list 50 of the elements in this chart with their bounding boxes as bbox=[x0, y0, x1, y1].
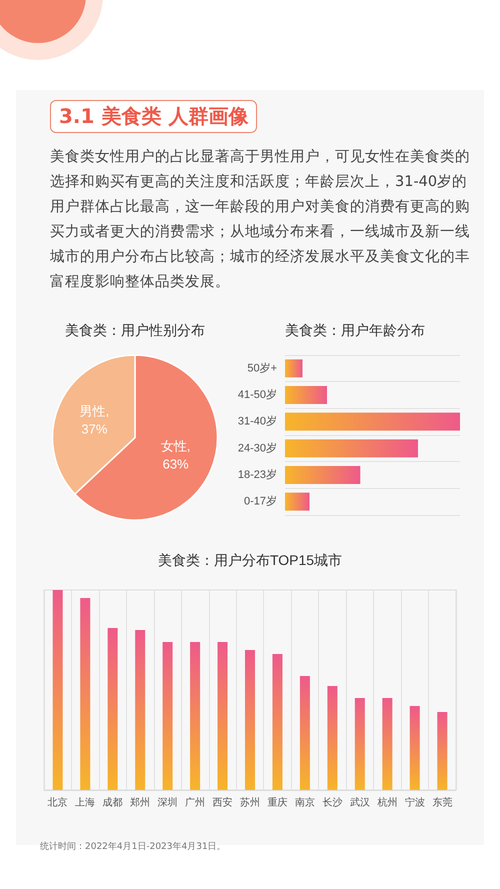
bar bbox=[245, 650, 255, 790]
x-tick-label: 上海 bbox=[75, 796, 96, 808]
x-tick-label: 武汉 bbox=[350, 796, 370, 808]
bar bbox=[382, 698, 392, 790]
chart-title: 美食类：用户年龄分布 bbox=[285, 322, 425, 338]
bar bbox=[80, 598, 90, 790]
bar bbox=[162, 642, 173, 790]
bar bbox=[108, 628, 118, 790]
text: 美食类女性用户的占比显著高于男性用户，可见女性在美食类的选择和购买有更高的关注度和活跃度；年龄层次上，31-40岁的用户群体占比最高，这一年龄段的用户对美食的消费有更高的购买力或者更大的消费需求；从地域分布来看，一线城市及新一线城市的用户分布占比较高；城市的经济发展水平及美食文化的丰富程度影响整体品类发展。 bbox=[50, 148, 470, 292]
bar bbox=[285, 466, 360, 484]
bar bbox=[52, 590, 63, 790]
x-tick-label: 宁波 bbox=[404, 796, 425, 808]
x-tick-label: 广州 bbox=[185, 796, 206, 808]
bar bbox=[285, 412, 460, 431]
y-tick-label: 18-23岁 bbox=[238, 469, 277, 481]
y-tick-label: 31-40岁 bbox=[238, 416, 277, 428]
bar bbox=[410, 706, 420, 790]
x-tick-label: 杭州 bbox=[376, 796, 398, 808]
x-tick-label: 重庆 bbox=[267, 796, 288, 808]
chart-title: 美食类：用户分布TOP15城市 bbox=[158, 552, 342, 568]
bar bbox=[190, 642, 200, 790]
bar bbox=[135, 630, 146, 790]
bar bbox=[285, 439, 418, 458]
slice-label: 男性, 37% bbox=[80, 404, 110, 437]
bar bbox=[285, 386, 327, 404]
x-tick-label: 东莞 bbox=[432, 796, 452, 808]
bar bbox=[272, 654, 282, 790]
bar bbox=[285, 359, 302, 378]
y-tick-label: 41-50岁 bbox=[238, 389, 277, 401]
bar bbox=[327, 686, 338, 790]
bar bbox=[300, 676, 310, 790]
slice-label: 女性, 63% bbox=[160, 438, 190, 472]
x-tick-label: 成都 bbox=[102, 796, 123, 808]
y-tick-label: 50岁+ bbox=[247, 362, 277, 374]
x-tick-label: 长沙 bbox=[322, 796, 342, 808]
x-tick-label: 苏州 bbox=[240, 796, 260, 808]
x-tick-label: 郑州 bbox=[130, 796, 150, 808]
bar bbox=[285, 492, 310, 511]
x-tick-label: 南京 bbox=[294, 796, 315, 808]
x-tick-label: 西安 bbox=[212, 796, 233, 808]
text: 3.1 美食类 人群画像 bbox=[50, 100, 258, 133]
bar bbox=[218, 642, 228, 790]
x-tick-label: 深圳 bbox=[158, 796, 178, 808]
bar bbox=[437, 712, 448, 790]
y-tick-label: 0-17岁 bbox=[244, 496, 277, 508]
bar bbox=[354, 698, 365, 790]
y-tick-label: 24-30岁 bbox=[238, 442, 277, 454]
x-tick-label: 北京 bbox=[48, 796, 68, 808]
text: 统计时间：2022年4月1日-2023年4月31日。 bbox=[40, 840, 226, 853]
chart-title: 美食类：用户性别分布 bbox=[65, 322, 205, 338]
